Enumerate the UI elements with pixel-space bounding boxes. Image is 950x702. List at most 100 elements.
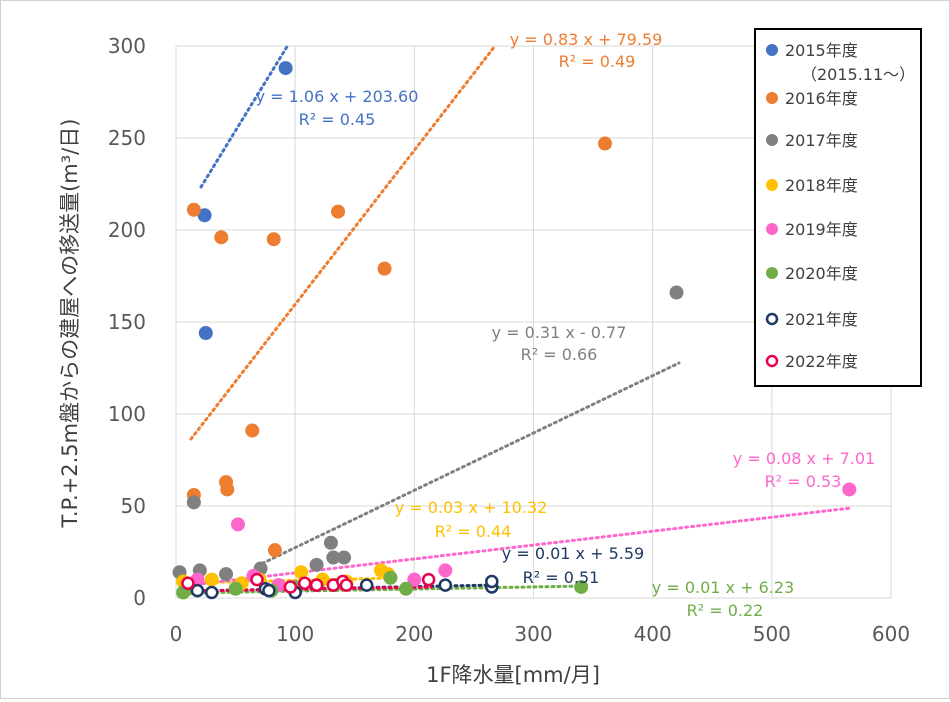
data-point [228, 581, 243, 596]
data-point [669, 285, 684, 300]
trendline-r2: R² = 0.22 [687, 601, 764, 620]
trendline [189, 585, 433, 593]
data-point [230, 517, 245, 532]
y-tick-label: 150 [108, 310, 146, 334]
data-point [574, 579, 589, 594]
trendline-equation: y = 0.01 x + 5.59 [502, 544, 644, 563]
legend-label: 2019年度 [785, 220, 858, 239]
data-point [438, 578, 453, 592]
y-tick-label: 250 [108, 126, 146, 150]
y-tick-label: 50 [121, 494, 146, 518]
legend-label: 2015年度 [785, 41, 858, 60]
x-tick-label: 400 [634, 622, 672, 646]
legend-marker [766, 223, 778, 235]
legend-label: 2016年度 [785, 89, 858, 108]
x-tick-label: 500 [753, 622, 791, 646]
trendline-r2: R² = 0.44 [435, 522, 512, 541]
x-tick-label: 0 [170, 622, 183, 646]
x-tick-label: 300 [514, 622, 552, 646]
legend-marker [766, 92, 778, 104]
legend-marker [766, 134, 778, 146]
legend-label: 2021年度 [785, 310, 858, 329]
data-point [186, 495, 201, 510]
trendline-r2: R² = 0.49 [559, 52, 636, 71]
data-point [204, 572, 219, 587]
x-tick-label: 200 [395, 622, 433, 646]
data-point [190, 583, 205, 598]
data-point [250, 572, 264, 587]
data-point [337, 550, 352, 565]
trendline [199, 43, 290, 189]
data-point [267, 543, 282, 558]
data-points [172, 61, 857, 600]
legend-marker [765, 312, 779, 326]
trendline-r2: R² = 0.66 [521, 345, 598, 364]
legend-label: 2020年度 [785, 264, 858, 283]
data-point [262, 583, 276, 598]
data-point [323, 535, 338, 550]
legend-marker [766, 44, 778, 56]
data-point [181, 576, 195, 591]
y-tick-label: 200 [108, 218, 146, 242]
y-tick-label: 100 [108, 402, 146, 426]
data-point [438, 563, 453, 578]
legend-label: 2018年度 [785, 176, 858, 195]
trendline-r2: R² = 0.51 [523, 568, 600, 587]
data-point [485, 574, 499, 589]
legend-sublabel: （2015.11～） [801, 65, 915, 84]
legend-marker [766, 179, 778, 191]
legend-marker [765, 354, 779, 368]
trendline-equation: y = 0.03 x + 10.32 [395, 498, 548, 517]
x-tick-label: 100 [276, 622, 314, 646]
legend: 2015年度 （2015.11～） 2016年度 2017年度 2018年度 2019年度… [754, 28, 922, 387]
trendline-equation: y = 0.08 x + 7.01 [733, 449, 875, 468]
data-point [266, 232, 281, 247]
data-point [219, 567, 234, 582]
legend-label: 2022年度 [785, 352, 858, 371]
data-point [398, 581, 413, 596]
data-point [331, 204, 346, 219]
data-point [359, 578, 374, 592]
trendline-equation: y = 1.06 x + 203.60 [256, 87, 419, 106]
data-point [245, 423, 260, 438]
data-point [309, 557, 324, 572]
tick-labels: 0 100 200 300 400 500 600 0 50 100 150 200 250 300 [108, 34, 910, 646]
data-point [421, 572, 436, 587]
y-tick-label: 300 [108, 34, 146, 58]
data-point [339, 578, 354, 592]
data-point [283, 580, 298, 594]
data-point [326, 550, 341, 565]
y-axis-title: T.P.+2.5m盤からの建屋への移送量(m³/日) [58, 119, 82, 529]
legend-marker [766, 267, 778, 279]
x-tick-label: 600 [872, 622, 910, 646]
trendline-equation: y = 0.31 x - 0.77 [492, 323, 627, 342]
data-point [294, 565, 309, 580]
data-point [186, 202, 201, 217]
x-axis-title: 1F降水量[mm/月] [426, 663, 600, 687]
data-point [198, 326, 213, 341]
data-point [407, 572, 422, 587]
data-point [297, 576, 312, 591]
trendline [255, 361, 681, 568]
data-point [377, 261, 392, 276]
trendline-r2: R² = 0.45 [299, 110, 376, 129]
data-point [220, 482, 235, 497]
data-point [205, 585, 219, 600]
trendline-equation: y = 0.01 x + 6.23 [652, 578, 794, 597]
trendline-equations: y = 1.06 x + 203.60 R² = 0.45 y = 0.83 x +… [256, 30, 876, 620]
data-point [309, 578, 324, 592]
data-point [842, 482, 857, 497]
trendline [189, 44, 497, 441]
legend-box [754, 28, 922, 387]
data-point [598, 136, 612, 151]
data-point [214, 230, 229, 245]
trendline-equation: y = 0.83 x + 79.59 [510, 30, 663, 49]
data-point [383, 570, 398, 585]
legend-label: 2017年度 [785, 131, 858, 150]
data-point [278, 61, 293, 76]
y-tick-label: 0 [133, 586, 146, 610]
data-point [197, 208, 212, 223]
trendline-r2: R² = 0.53 [765, 472, 842, 491]
